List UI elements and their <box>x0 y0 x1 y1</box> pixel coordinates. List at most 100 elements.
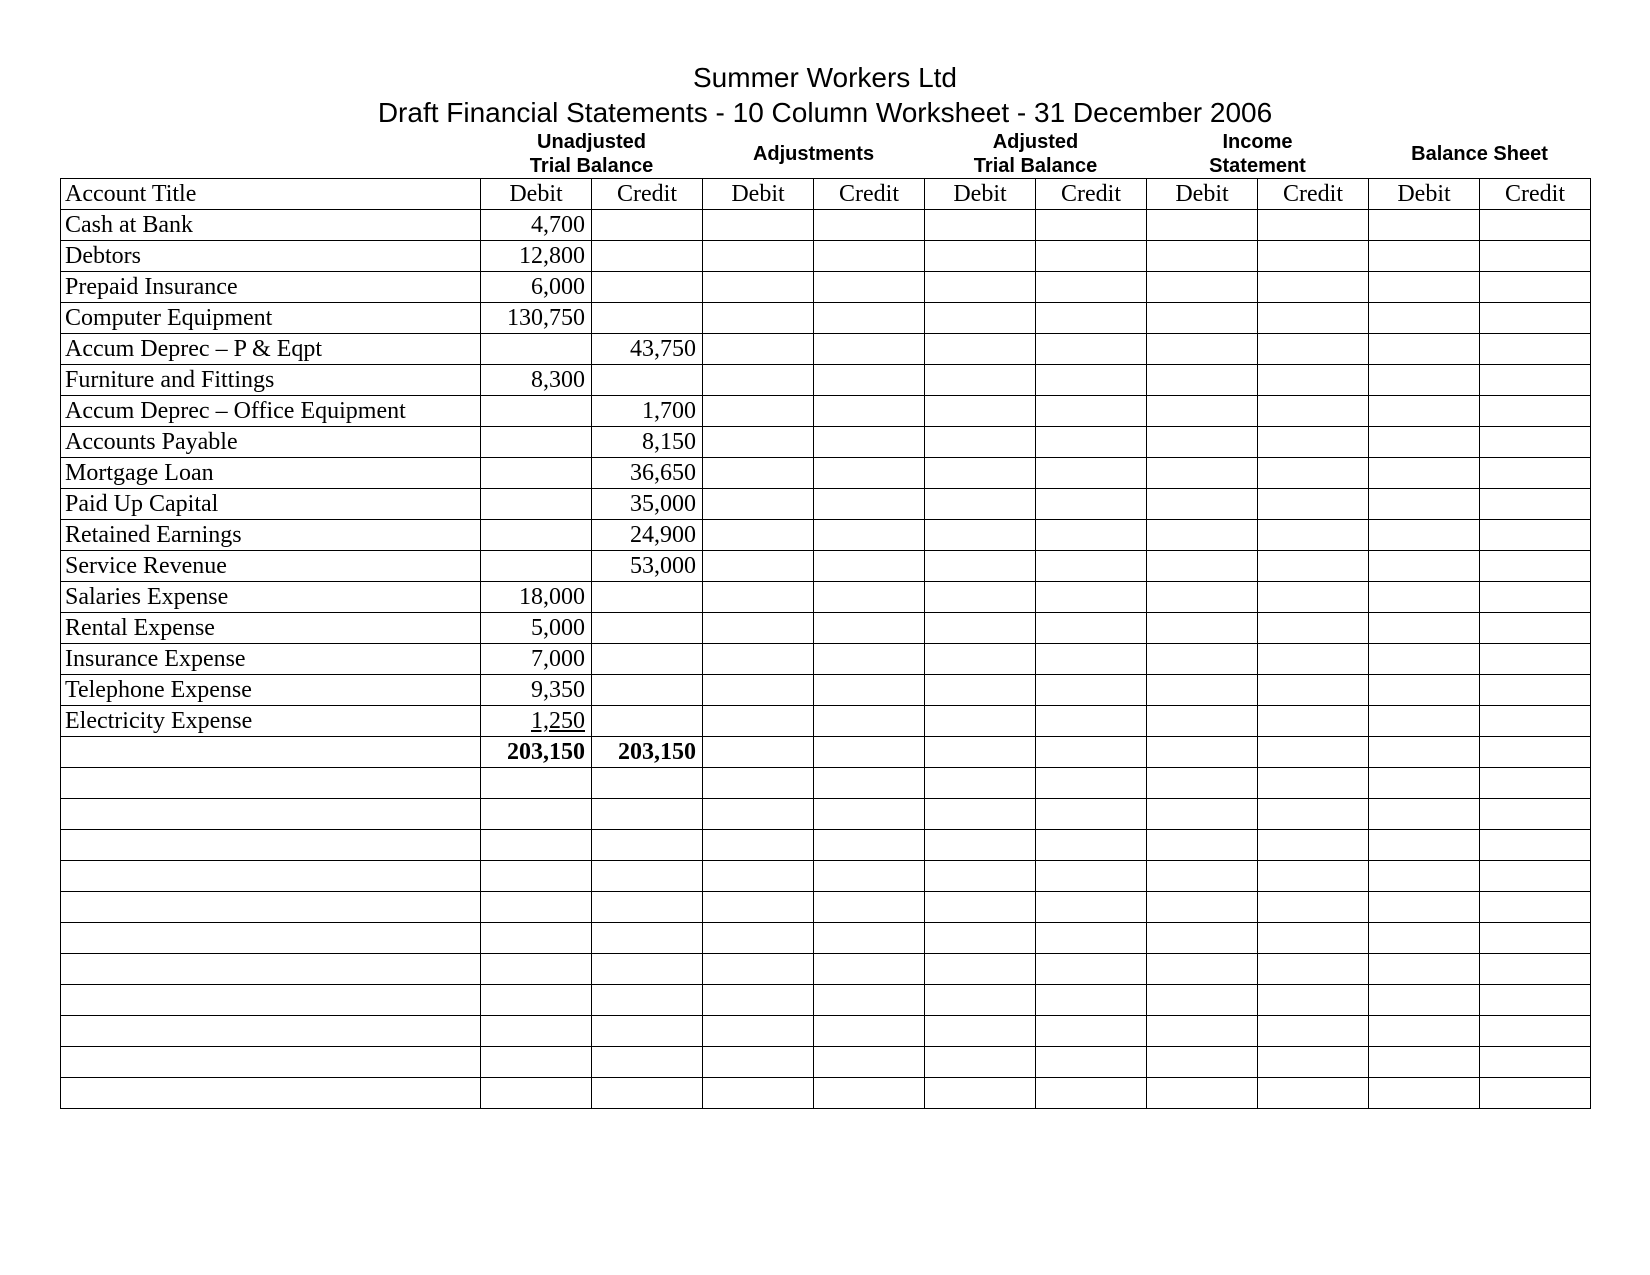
bs-debit <box>1369 458 1480 489</box>
is-debit <box>1147 613 1258 644</box>
blank-cell <box>1258 1047 1369 1078</box>
adj-debit <box>703 427 814 458</box>
col-header-utb-debit: Debit <box>481 179 592 210</box>
blank-cell <box>481 861 592 892</box>
utb-credit-cell: 43,750 <box>592 334 703 365</box>
atb-credit <box>1036 303 1147 334</box>
document-subtitle: Draft Financial Statements - 10 Column W… <box>60 95 1590 130</box>
is-credit <box>1258 551 1369 582</box>
worksheet-body: Cash at Bank4,700Debtors12,800Prepaid In… <box>61 210 1591 1109</box>
is-debit <box>1147 582 1258 613</box>
utb-debit-cell: 18,000 <box>481 582 592 613</box>
blank-cell <box>481 1016 592 1047</box>
atb-debit <box>925 489 1036 520</box>
col-header-is-debit: Debit <box>1147 179 1258 210</box>
adj-debit <box>703 737 814 768</box>
blank-account-cell <box>61 861 481 892</box>
atb-credit <box>1036 706 1147 737</box>
utb-credit-cell <box>592 706 703 737</box>
utb-debit-cell <box>481 489 592 520</box>
blank-cell <box>592 923 703 954</box>
is-debit <box>1147 303 1258 334</box>
blank-cell <box>1147 861 1258 892</box>
blank-row <box>61 830 1591 861</box>
blank-cell <box>1369 1016 1480 1047</box>
utb-credit-cell <box>592 210 703 241</box>
blank-cell <box>1258 985 1369 1016</box>
adj-debit <box>703 303 814 334</box>
is-credit <box>1258 210 1369 241</box>
bs-debit <box>1369 675 1480 706</box>
is-credit <box>1258 272 1369 303</box>
table-row: Mortgage Loan36,650 <box>61 458 1591 489</box>
adj-credit <box>814 737 925 768</box>
blank-cell <box>703 1016 814 1047</box>
blank-cell <box>814 799 925 830</box>
blank-cell <box>1258 861 1369 892</box>
is-credit <box>1258 241 1369 272</box>
blank-cell <box>481 892 592 923</box>
blank-cell <box>925 830 1036 861</box>
blank-cell <box>481 954 592 985</box>
col-header-adj-debit: Debit <box>703 179 814 210</box>
blank-cell <box>1369 985 1480 1016</box>
utb-credit-cell: 24,900 <box>592 520 703 551</box>
blank-cell <box>592 1078 703 1109</box>
bs-debit <box>1369 520 1480 551</box>
blank-cell <box>592 892 703 923</box>
blank-cell <box>1258 954 1369 985</box>
bs-credit <box>1480 365 1591 396</box>
adj-debit <box>703 551 814 582</box>
utb-debit-cell: 130,750 <box>481 303 592 334</box>
utb-credit-cell: 1,700 <box>592 396 703 427</box>
is-debit <box>1147 551 1258 582</box>
blank-cell <box>1036 768 1147 799</box>
atb-credit <box>1036 644 1147 675</box>
utb-debit-cell: 5,000 <box>481 613 592 644</box>
bs-debit <box>1369 241 1480 272</box>
blank-account-cell <box>61 985 481 1016</box>
adj-credit <box>814 427 925 458</box>
utb-credit-cell: 35,000 <box>592 489 703 520</box>
adj-debit <box>703 241 814 272</box>
bs-credit <box>1480 675 1591 706</box>
atb-credit <box>1036 613 1147 644</box>
bs-debit <box>1369 272 1480 303</box>
bs-credit <box>1480 303 1591 334</box>
blank-cell <box>1036 1016 1147 1047</box>
blank-cell <box>1480 768 1591 799</box>
blank-cell <box>703 1078 814 1109</box>
bs-credit <box>1480 334 1591 365</box>
is-credit <box>1258 582 1369 613</box>
table-row: Paid Up Capital35,000 <box>61 489 1591 520</box>
totals-account-cell <box>61 737 481 768</box>
blank-cell <box>925 861 1036 892</box>
is-credit <box>1258 427 1369 458</box>
utb-debit-cell: 7,000 <box>481 644 592 675</box>
bs-debit <box>1369 427 1480 458</box>
table-row: Accum Deprec – P & Eqpt43,750 <box>61 334 1591 365</box>
adj-credit <box>814 675 925 706</box>
blank-cell <box>1036 892 1147 923</box>
adj-credit <box>814 365 925 396</box>
group-header-adjusted: Adjusted Trial Balance <box>925 130 1147 179</box>
adj-debit <box>703 489 814 520</box>
blank-cell <box>925 799 1036 830</box>
blank-row <box>61 1016 1591 1047</box>
blank-account-cell <box>61 923 481 954</box>
blank-cell <box>703 923 814 954</box>
blank-cell <box>1369 923 1480 954</box>
atb-credit <box>1036 241 1147 272</box>
blank-cell <box>1480 923 1591 954</box>
blank-cell <box>1036 1047 1147 1078</box>
adj-credit <box>814 210 925 241</box>
blank-cell <box>1258 768 1369 799</box>
utb-debit-cell: 8,300 <box>481 365 592 396</box>
blank-cell <box>925 923 1036 954</box>
blank-cell <box>1036 830 1147 861</box>
utb-debit-cell <box>481 334 592 365</box>
blank-cell <box>703 892 814 923</box>
adj-credit <box>814 241 925 272</box>
account-title-cell: Prepaid Insurance <box>61 272 481 303</box>
blank-account-cell <box>61 1078 481 1109</box>
